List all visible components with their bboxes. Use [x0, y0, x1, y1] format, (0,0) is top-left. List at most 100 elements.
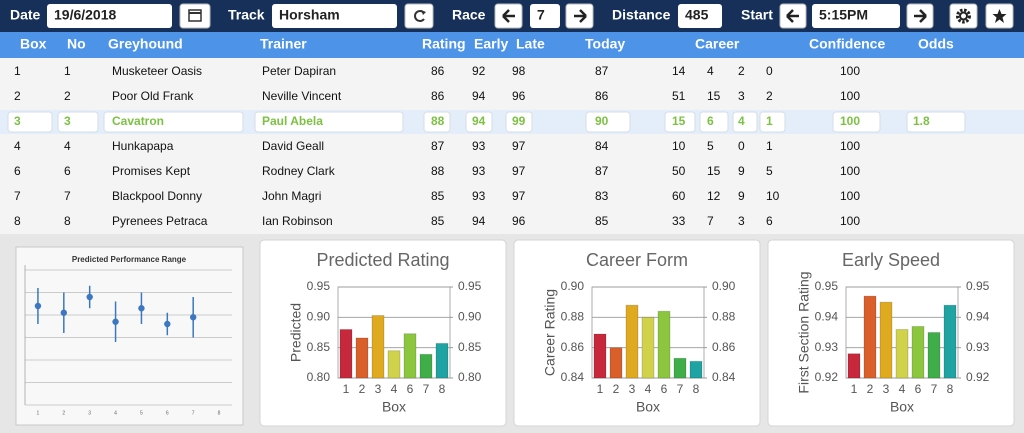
table-cell: 85 [595, 214, 609, 228]
y2-tick-label: 0.84 [712, 370, 736, 384]
cell-input [585, 111, 631, 133]
cell-input [254, 111, 404, 133]
date-input[interactable] [47, 4, 172, 28]
chart-title: Career Form [586, 250, 688, 270]
table-cell: 83 [595, 189, 609, 203]
table-cell: 1 [14, 64, 21, 78]
bar [911, 325, 925, 379]
y-tick-label: 0.88 [561, 310, 585, 324]
bar [403, 333, 417, 379]
y-tick-label: 0.94 [815, 310, 839, 324]
refresh-button[interactable] [404, 3, 434, 29]
y-tick-label: 0.95 [815, 279, 839, 293]
table-cell: 87 [595, 64, 609, 78]
table-cell: 94 [472, 89, 486, 103]
start-label: Start [741, 7, 773, 23]
table-cell: 7 [707, 214, 714, 228]
bar [879, 301, 893, 379]
race-input[interactable] [530, 4, 560, 28]
column-header: Trainer [260, 36, 307, 52]
distance-input[interactable] [678, 4, 722, 28]
track-input[interactable] [272, 4, 397, 28]
x-tick-label: 1 [597, 382, 604, 396]
table-cell: 0 [766, 64, 773, 78]
table-cell: Pyrenees Petraca [112, 214, 208, 228]
table-cell: 4 [738, 114, 745, 128]
x-tick-label: 7 [423, 382, 430, 396]
column-header: Odds [918, 36, 954, 52]
cell-input [465, 111, 493, 133]
table-cell: 0 [738, 139, 745, 153]
chart-panel [15, 246, 244, 426]
bar [435, 342, 449, 379]
bar [339, 328, 353, 379]
table-cell: 86 [431, 64, 445, 78]
calendar-button[interactable] [179, 3, 211, 29]
favourite-button[interactable] [985, 3, 1014, 29]
race-prev-button[interactable] [494, 3, 523, 29]
table-cell: 97 [512, 139, 526, 153]
y2-tick-label: 0.90 [712, 279, 736, 293]
cell-input [832, 111, 881, 133]
table-cell: Blackpool Donny [112, 189, 202, 203]
table-cell: 10 [766, 189, 780, 203]
bar [847, 353, 861, 379]
x-axis-label: Box [890, 399, 914, 415]
cell-input [423, 111, 451, 133]
chart-title: Predicted Performance Range [72, 255, 187, 264]
table-cell: 60 [672, 189, 686, 203]
bar [387, 350, 401, 379]
x-tick-label: 2 [62, 410, 65, 416]
table-cell: 14 [672, 64, 686, 78]
table-cell: David Geall [262, 139, 324, 153]
table-header [0, 32, 1024, 58]
x-tick-label: 8 [218, 410, 221, 416]
x-tick-label: 7 [677, 382, 684, 396]
start-prev-button[interactable] [779, 3, 807, 29]
x-tick-label: 2 [359, 382, 366, 396]
bar [593, 333, 607, 379]
table-cell: 3 [738, 89, 745, 103]
y-tick-label: 0.92 [815, 370, 839, 384]
x-tick-label: 6 [407, 382, 414, 396]
x-axis-label: Box [382, 399, 406, 415]
start-next-button[interactable] [906, 3, 934, 29]
bar [673, 357, 687, 379]
table-cell: 3 [738, 214, 745, 228]
x-tick-label: 4 [391, 382, 398, 396]
table-cell: 100 [840, 89, 860, 103]
table-cell: 96 [512, 89, 526, 103]
cell-input [103, 111, 244, 133]
table-cell: 88 [431, 164, 445, 178]
y-tick-label: 0.80 [307, 370, 331, 384]
table-cell: 5 [766, 164, 773, 178]
bar [895, 328, 909, 379]
start-input[interactable] [812, 4, 900, 28]
start-value: 5:15PM [819, 7, 868, 23]
track-label: Track [228, 7, 265, 23]
x-tick-label: 5 [140, 410, 143, 416]
table-cell: 4 [707, 64, 714, 78]
table-cell: 6 [14, 164, 21, 178]
x-tick-label: 6 [166, 410, 169, 416]
table-cell: Poor Old Frank [112, 89, 194, 103]
table-cell: 100 [840, 64, 860, 78]
table-cell: 85 [431, 189, 445, 203]
table-cell: 7 [64, 189, 71, 203]
y-axis-label: First Section Rating [796, 271, 812, 393]
point [138, 305, 145, 312]
bar [657, 310, 671, 379]
table-cell: 93 [472, 189, 486, 203]
x-tick-label: 1 [851, 382, 858, 396]
table-cell: 9 [738, 189, 745, 203]
table-cell: 87 [431, 139, 445, 153]
table-cell: 2 [14, 89, 21, 103]
table-cell: 8 [14, 214, 21, 228]
table-body [0, 58, 1024, 234]
table-cell: 100 [840, 189, 860, 203]
settings-button[interactable] [949, 3, 978, 29]
table-cell: 7 [14, 189, 21, 203]
table-cell: 96 [512, 214, 526, 228]
point [34, 302, 42, 310]
race-next-button[interactable] [565, 3, 594, 29]
